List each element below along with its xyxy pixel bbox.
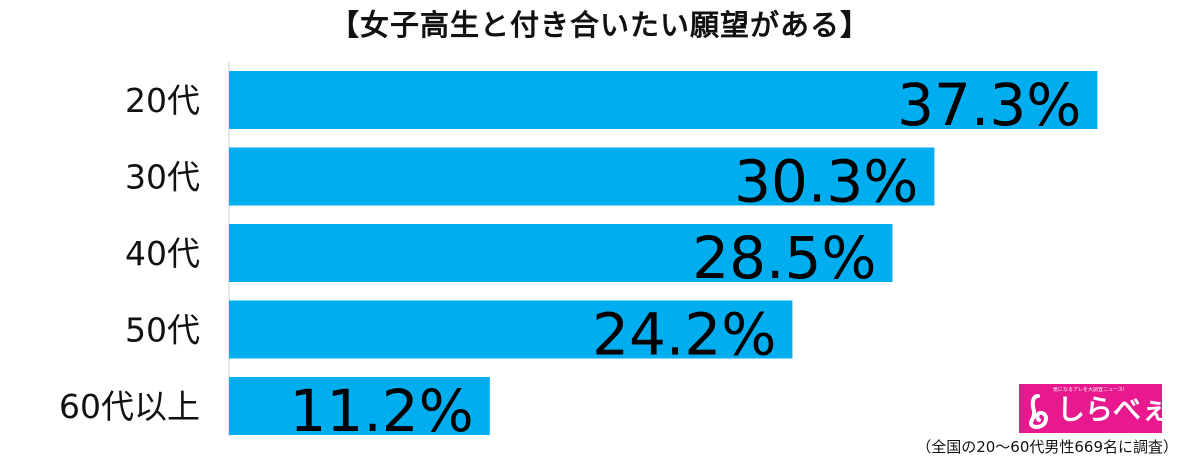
magnifier-logo-icon: [1028, 394, 1048, 429]
value-label-1: 37.3%: [897, 71, 1081, 139]
logo-name: しらべぇ: [1057, 393, 1170, 426]
value-label-3: 28.5%: [692, 224, 876, 292]
value-label-2: 30.3%: [734, 148, 918, 216]
bar-1: [229, 71, 1098, 129]
category-label-1: 20代: [125, 81, 200, 120]
survey-footnote: （全国の20〜60代男性669名に調査）: [916, 438, 1178, 456]
value-label-4: 24.2%: [592, 301, 776, 369]
bar-2: [229, 147, 935, 206]
chart-title: 【女子高生と付き合いたい願望がある】: [329, 8, 870, 42]
category-label-3: 40代: [125, 234, 200, 273]
shirabee-logo: 気になるアレを大調査ニュース! しらべぇ: [1019, 384, 1169, 433]
bar-3: [229, 224, 893, 282]
category-label-4: 50代: [125, 311, 200, 350]
category-label-2: 30代: [125, 158, 200, 197]
bars-group: 20代 37.3% 30代 30.3% 40代 28.5% 50代 24.2% 60代以上 11.…: [59, 71, 1098, 445]
bar-4: [229, 300, 793, 359]
value-label-5: 11.2%: [290, 377, 474, 445]
bar-5: [229, 377, 490, 435]
logo-tagline: 気になるアレを大調査ニュース!: [1053, 387, 1125, 393]
category-label-5: 60代以上: [59, 387, 200, 426]
